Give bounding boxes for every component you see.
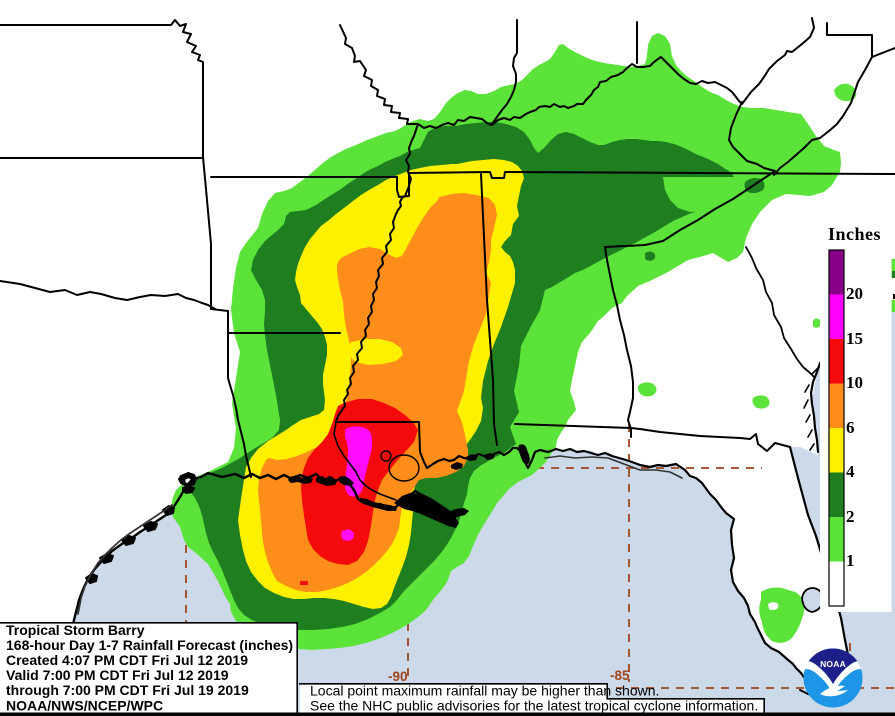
- svg-text:-90: -90: [388, 669, 408, 684]
- svg-text:1: 1: [846, 551, 855, 570]
- svg-text:20: 20: [846, 284, 863, 303]
- svg-text:through 7:00 PM CDT Fri Jul 19: through 7:00 PM CDT Fri Jul 19 2019: [6, 682, 249, 698]
- svg-text:Valid 7:00 PM CDT Fri Jul 12 2: Valid 7:00 PM CDT Fri Jul 12 2019: [6, 667, 229, 683]
- svg-text:6: 6: [846, 418, 855, 437]
- svg-text:See the NHC public advisories: See the NHC public advisories for the la…: [310, 698, 758, 714]
- svg-text:2: 2: [846, 507, 855, 526]
- svg-text:NOAA/NWS/NCEP/WPC: NOAA/NWS/NCEP/WPC: [6, 697, 163, 713]
- svg-text:4: 4: [846, 462, 855, 481]
- svg-text:15: 15: [846, 329, 863, 348]
- svg-text:Created 4:07 PM CDT Fri Jul 12: Created 4:07 PM CDT Fri Jul 12 2019: [6, 652, 248, 668]
- svg-text:Local point maximum rainfall m: Local point maximum rainfall may be high…: [310, 683, 659, 699]
- svg-text:NOAA: NOAA: [820, 659, 846, 669]
- svg-text:-85: -85: [610, 668, 630, 683]
- svg-text:Inches: Inches: [828, 224, 881, 244]
- svg-text:168-hour Day 1-7 Rainfall Fore: 168-hour Day 1-7 Rainfall Forecast (inch…: [6, 637, 293, 653]
- svg-text:Tropical Storm Barry: Tropical Storm Barry: [6, 622, 145, 638]
- svg-text:10: 10: [846, 373, 863, 392]
